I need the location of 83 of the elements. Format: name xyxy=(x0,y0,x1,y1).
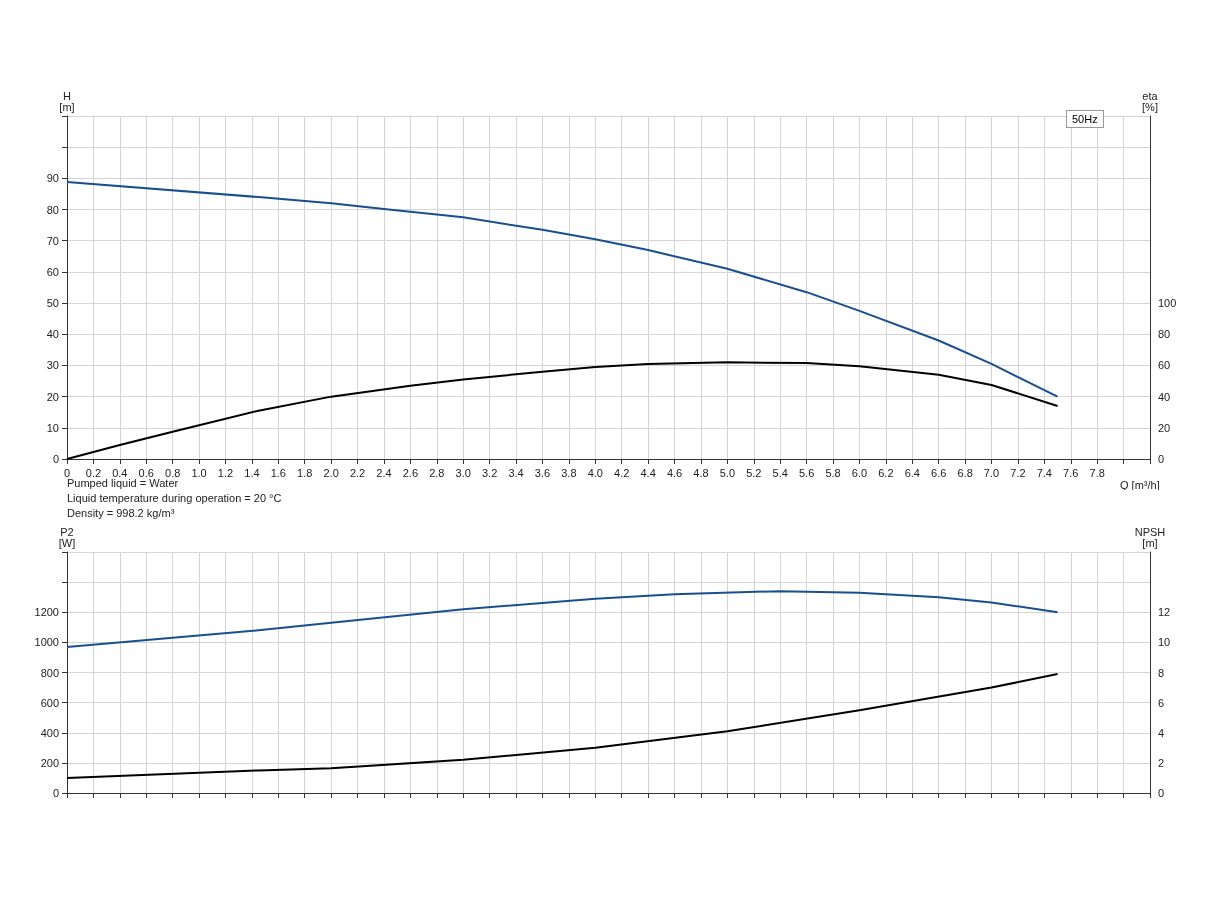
x-tick-label: 2.2 xyxy=(349,466,366,479)
x-tick-label: 0.8 xyxy=(165,466,181,479)
y-axis-title: P2 [W] xyxy=(58,525,76,549)
line-series xyxy=(66,590,1059,648)
x-tick-label: 5.2 xyxy=(746,466,762,479)
y2-tick-label: 20 xyxy=(1158,421,1171,434)
y2-axis-title: eta [%] xyxy=(1142,89,1159,113)
x-tick-label: 3.0 xyxy=(455,466,471,479)
x-axis-title: Q [m³/h] xyxy=(1120,478,1160,491)
y-tick-label: 0 xyxy=(52,453,59,465)
y-tick-label: 600 xyxy=(40,696,59,709)
y-tick-label: 0 xyxy=(52,787,59,799)
x-tick-label: 5.0 xyxy=(719,466,736,479)
x-tick-label: 6.8 xyxy=(957,466,973,479)
line-series xyxy=(66,673,1059,779)
y2-tick-label: 10 xyxy=(1158,636,1171,649)
x-tick-label: 7.0 xyxy=(983,466,1000,479)
x-tick-label: 3.2 xyxy=(481,466,498,479)
x-tick-label: 1.4 xyxy=(244,466,260,479)
x-tick-label: 1.8 xyxy=(297,466,313,479)
x-tick-label: 4.0 xyxy=(587,466,603,479)
y2-tick-label: 0 xyxy=(1158,453,1165,465)
text: Pumped liquid = Water xyxy=(67,477,179,489)
x-tick-label: 2.0 xyxy=(323,466,339,479)
x-tick-label: 5.8 xyxy=(825,466,841,479)
x-tick-label: 4.8 xyxy=(693,466,709,479)
x-tick-label: 2.8 xyxy=(429,466,445,479)
x-tick-label: 6.0 xyxy=(851,466,868,479)
x-tick-label: 3.8 xyxy=(561,466,577,479)
x-tick-label: 7.8 xyxy=(1089,466,1105,479)
x-tick-label: 0.6 xyxy=(138,466,154,479)
y-axis-title: H [m] xyxy=(59,89,75,113)
y2-tick-label: 40 xyxy=(1158,390,1171,403)
y2-tick-label: 0 xyxy=(1158,787,1165,799)
x-tick-label: 7.2 xyxy=(1010,466,1026,479)
line-series xyxy=(66,181,1059,398)
x-tick-label: 0.2 xyxy=(85,466,102,479)
text: Liquid temperature during operation = 20 °C xyxy=(67,491,282,506)
x-tick-label: 1.6 xyxy=(270,466,286,479)
x-tick-label: 1.0 xyxy=(191,466,207,479)
x-tick-label: 0 xyxy=(63,466,71,479)
y-tick-label: 40 xyxy=(46,328,59,341)
y-tick-label: 1200 xyxy=(34,606,59,619)
x-tick-label: 3.4 xyxy=(508,466,524,479)
annotation: 50Hz xyxy=(1072,113,1098,125)
x-tick-label: 7.6 xyxy=(1063,466,1079,479)
text: Density = 998.2 kg/m³ xyxy=(67,506,176,521)
x-tick-label: 5.4 xyxy=(772,466,788,479)
y2-tick-label: 80 xyxy=(1158,328,1171,341)
y-tick-label: 30 xyxy=(46,359,59,372)
line-series xyxy=(66,361,1059,460)
x-tick-label: 4.6 xyxy=(666,466,683,479)
x-tick-label: 4.2 xyxy=(614,466,630,479)
x-tick-label: 4.4 xyxy=(640,466,656,479)
y2-tick-label: 2 xyxy=(1158,756,1165,769)
x-tick-label: 6.4 xyxy=(904,466,920,479)
y2-tick-label: 100 xyxy=(1158,297,1177,310)
y2-tick-label: 8 xyxy=(1158,666,1165,679)
x-tick-label: 7.4 xyxy=(1036,466,1052,479)
y2-axis-title: NPSH [m] xyxy=(1134,525,1166,549)
y-tick-label: 60 xyxy=(46,265,59,278)
y-tick-label: 70 xyxy=(46,234,59,247)
y-tick-label: 50 xyxy=(46,297,59,310)
y-tick-label: 800 xyxy=(40,666,59,679)
x-tick-label: 6.2 xyxy=(878,466,894,479)
y-tick-label: 10 xyxy=(46,421,59,434)
x-tick-label: 2.4 xyxy=(376,466,392,479)
y-tick-label: 80 xyxy=(46,203,59,216)
y-tick-label: 1000 xyxy=(34,636,59,649)
y-tick-label: 200 xyxy=(40,756,59,769)
x-tick-label: 2.6 xyxy=(402,466,419,479)
y2-tick-label: 12 xyxy=(1158,606,1171,619)
x-tick-label: 0.4 xyxy=(112,466,128,479)
y2-tick-label: 4 xyxy=(1158,726,1165,739)
y-tick-label: 20 xyxy=(46,390,59,403)
x-tick-label: 1.2 xyxy=(217,466,234,479)
x-tick-label: 6.6 xyxy=(931,466,947,479)
y-tick-label: 90 xyxy=(46,172,59,185)
x-tick-label: 3.6 xyxy=(534,466,551,479)
y-tick-label: 400 xyxy=(40,726,59,739)
y2-tick-label: 60 xyxy=(1158,359,1171,372)
y2-tick-label: 6 xyxy=(1158,696,1165,709)
x-tick-label: 5.6 xyxy=(798,466,815,479)
